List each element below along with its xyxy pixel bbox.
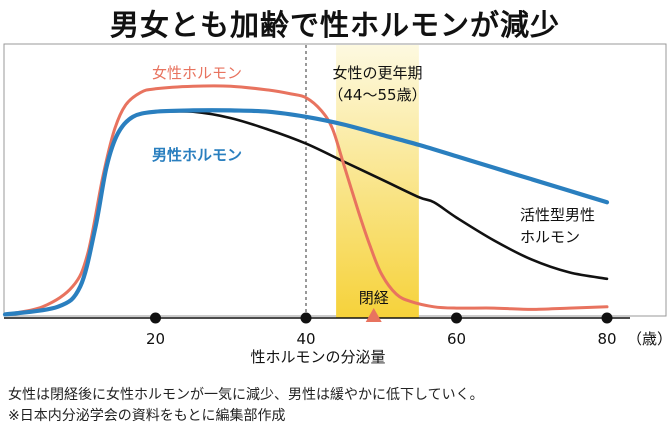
x-tick-dot-60 <box>451 312 462 324</box>
x-axis-unit: （歳） <box>627 330 670 348</box>
chart-title: 男女とも加齢で性ホルモンが減少 <box>109 8 560 42</box>
series-label-active-line1: 活性型男性 <box>520 206 595 224</box>
series-label-active-line2: ホルモン <box>520 228 580 246</box>
menopause-label: 閉経 <box>359 289 389 307</box>
x-tick-label-80: 80 <box>597 330 616 348</box>
series-line-male <box>2 108 610 317</box>
series-line-active <box>154 109 609 281</box>
x-tick-label-20: 20 <box>146 330 165 348</box>
menopause-triangle-marker <box>365 308 382 322</box>
hormone-line-chart: 20 40 60 80 女性の更年期 （44〜55歳） 閉経 女性ホルモン 男性ホルモ… <box>2 43 670 366</box>
band-label-line2: （44〜55歳） <box>328 86 426 104</box>
caption-source: ※日本内分泌学会の資料をもとに編集部作成 <box>8 408 286 424</box>
series-label-male: 男性ホルモン <box>152 146 242 164</box>
series-label-female: 女性ホルモン <box>152 64 242 82</box>
caption-summary: 女性は閉経後に女性ホルモンが一気に減少、男性は緩やかに低下していく。 <box>8 387 484 403</box>
plot-frame <box>3 43 667 317</box>
x-tick-label-40: 40 <box>296 330 315 348</box>
x-tick-label-60: 60 <box>447 330 466 348</box>
x-tick-dot-80 <box>601 312 613 324</box>
x-tick-dot-40 <box>300 312 312 324</box>
x-tick-dot-20 <box>150 312 161 324</box>
x-axis-title: 性ホルモンの分泌量 <box>250 348 385 366</box>
band-label-line1: 女性の更年期 <box>332 64 422 82</box>
